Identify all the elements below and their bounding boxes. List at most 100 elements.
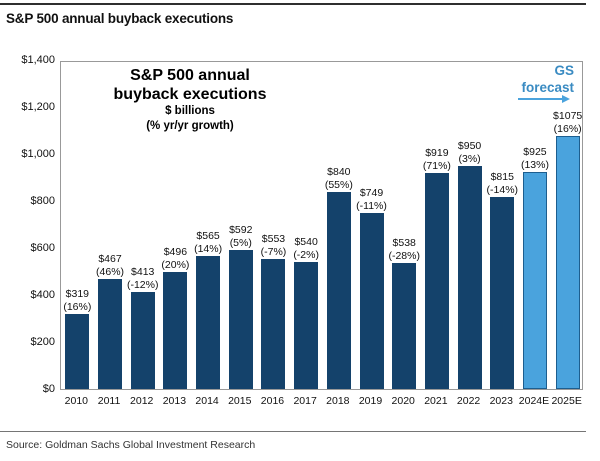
chart-subtitle-growth: (% yr/yr growth) <box>146 120 234 132</box>
bar-value-label-2013: $496 (20%) <box>145 246 205 272</box>
bar-2018 <box>326 191 351 389</box>
forecast-annotation: GS forecast <box>470 62 580 96</box>
bar-value-label-2010: $319 (16%) <box>47 288 107 314</box>
bar-value-label-2017: $540 (-2%) <box>276 236 336 262</box>
page-title: S&P 500 annual buyback executions <box>6 11 234 26</box>
bar-value-label-2012: $413 (-12%) <box>113 266 173 292</box>
y-tick-label: $1,400 <box>21 54 55 66</box>
bar-value-label-2015: $592 (5%) <box>211 224 271 250</box>
chart-title-line1: S&P 500 annual <box>130 67 250 84</box>
bar-growth-value: (5%) <box>229 236 252 249</box>
bar-dollar-value: $925 <box>523 145 547 158</box>
bar-2024E <box>522 171 547 389</box>
x-tick-label-2021: 2021 <box>424 395 448 407</box>
bar-dollar-value: $919 <box>425 147 449 160</box>
bar-dollar-value: $1075 <box>553 110 583 123</box>
bar-2022 <box>457 165 482 389</box>
bar-growth-value: (-11%) <box>356 199 387 212</box>
x-tick-label-2013: 2013 <box>162 395 187 407</box>
bar-2015 <box>228 249 253 389</box>
bar-growth-value: (16%) <box>553 123 582 136</box>
y-tick-label: $400 <box>30 289 55 301</box>
x-tick-label-2019: 2019 <box>358 395 383 407</box>
top-divider <box>0 3 586 5</box>
bar-2011 <box>98 279 123 389</box>
y-tick-label: $600 <box>30 242 55 254</box>
bar-value-label-2023: $815 (-14%) <box>472 171 532 197</box>
y-tick-label: $0 <box>42 383 55 395</box>
bar-dollar-value: $540 <box>294 236 318 249</box>
bar-dollar-value: $592 <box>229 223 253 236</box>
x-axis: 2010 2011 2012 2013 2014 2015 2016 2017 2018 2019… <box>60 395 583 411</box>
bar-labels-layer: $319 (16%) $467 (46%) $413 (-12%) $496 (20%) $56… <box>61 62 582 389</box>
bar-dollar-value: $565 <box>196 230 220 243</box>
bar-2012 <box>130 291 155 389</box>
bar-2017 <box>294 262 319 389</box>
bottom-divider <box>0 431 586 432</box>
y-tick-label: $1,000 <box>21 148 55 160</box>
bar-growth-value: (-2%) <box>293 249 319 262</box>
bar-value-label-2020: $538 (-28%) <box>374 237 434 263</box>
forecast-annotation-line2: forecast <box>521 80 574 95</box>
bar-value-label-2022: $950 (3%) <box>440 140 500 166</box>
bar-growth-value: (55%) <box>324 178 353 191</box>
x-tick-label-2020: 2020 <box>391 395 415 407</box>
bar-growth-value: (16%) <box>63 301 92 314</box>
bar-value-label-2011: $467 (46%) <box>80 253 140 279</box>
bar-growth-value: (13%) <box>520 158 549 171</box>
bar-2013 <box>163 272 188 389</box>
bar-dollar-value: $840 <box>327 165 351 178</box>
bar-growth-value: (-7%) <box>260 246 287 259</box>
bar-growth-value: (71%) <box>422 160 451 173</box>
bar-growth-value: (20%) <box>161 259 190 272</box>
bar-value-label-2025E: $1075 (16%) <box>538 110 598 136</box>
x-tick-label-2010: 2010 <box>64 395 89 407</box>
bar-2014 <box>196 256 221 389</box>
y-tick-label: $200 <box>30 336 55 348</box>
chart-title-line2: buyback executions <box>113 86 267 103</box>
bar-value-label-2016: $553 (-7%) <box>243 233 303 259</box>
bar-2019 <box>359 213 384 389</box>
bars-layer <box>61 62 582 389</box>
source-attribution: Source: Goldman Sachs Global Investment … <box>6 439 256 451</box>
bar-2016 <box>261 259 286 389</box>
bar-dollar-value: $413 <box>131 265 155 278</box>
y-axis: $1,400 $1,200 $1,000 $800 $600 $400 $200 $0 <box>0 0 55 461</box>
bar-2023 <box>490 197 515 389</box>
x-tick-label-2018: 2018 <box>326 395 350 407</box>
bar-2020 <box>392 262 417 389</box>
bar-value-label-2024E: $925 (13%) <box>505 146 565 172</box>
bar-value-label-2014: $565 (14%) <box>178 230 238 256</box>
x-tick-label-2024E: 2024E <box>518 395 550 407</box>
bar-dollar-value: $553 <box>261 233 286 246</box>
x-tick-label-2016: 2016 <box>260 395 285 407</box>
forecast-annotation-line1: GS <box>554 63 574 78</box>
bar-dollar-value: $749 <box>359 186 384 199</box>
x-tick-label-2017: 2017 <box>293 395 317 407</box>
y-tick-label: $800 <box>30 195 55 207</box>
bar-growth-value: (-28%) <box>388 249 420 262</box>
chart-subtitle-units: $ billions <box>165 105 215 117</box>
bar-2025E <box>555 136 580 389</box>
bar-dollar-value: $496 <box>163 246 188 259</box>
bar-growth-value: (14%) <box>194 243 223 256</box>
bar-dollar-value: $538 <box>392 236 416 249</box>
chart-title-block: S&P 500 annual buyback executions $ bill… <box>70 66 310 134</box>
bar-dollar-value: $467 <box>98 253 122 266</box>
x-tick-label-2012: 2012 <box>130 395 154 407</box>
bar-2021 <box>424 173 449 389</box>
bar-growth-value: (3%) <box>458 152 481 165</box>
bar-growth-value: (-12%) <box>126 278 159 291</box>
bar-value-label-2019: $749 (-11%) <box>342 187 402 213</box>
bar-dollar-value: $319 <box>65 288 90 301</box>
x-tick-label-2022: 2022 <box>456 395 481 407</box>
bar-value-label-2021: $919 (71%) <box>407 147 467 173</box>
bar-dollar-value: $815 <box>490 171 514 184</box>
y-tick-label: $1,200 <box>21 101 55 113</box>
bar-dollar-value: $950 <box>457 139 482 152</box>
bar-growth-value: (46%) <box>96 266 125 279</box>
x-tick-label-2015: 2015 <box>228 395 252 407</box>
forecast-arrow-icon <box>518 95 570 103</box>
bar-value-label-2018: $840 (55%) <box>309 166 369 192</box>
